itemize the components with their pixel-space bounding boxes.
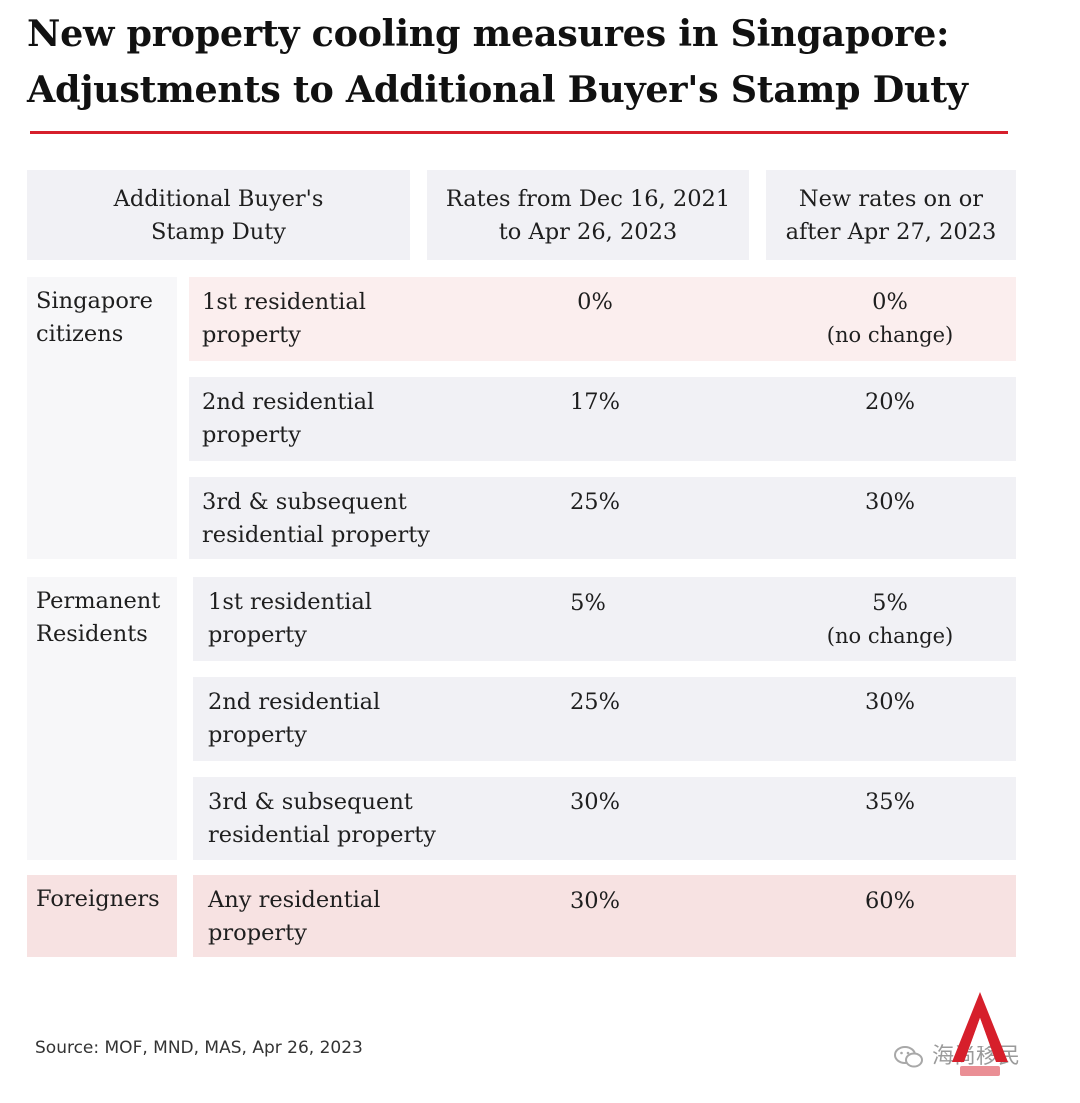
title-divider bbox=[30, 131, 1008, 134]
header-duty-line1: Additional Buyer's bbox=[113, 186, 324, 212]
row-label-line1: 2nd residential bbox=[208, 689, 381, 715]
table-row: 2nd residential property bbox=[193, 677, 1016, 761]
header-cell-new-rates: New rates on or after Apr 27, 2023 bbox=[766, 170, 1016, 260]
group-name-line1: Singapore bbox=[36, 288, 153, 314]
new-rate-value: 30% bbox=[864, 489, 915, 515]
group-name-line2: Residents bbox=[36, 621, 148, 647]
row-label-line2: residential property bbox=[202, 522, 430, 548]
table-row: 2nd residential property bbox=[189, 377, 1016, 461]
table-row: 1st residential property bbox=[189, 277, 1016, 361]
row-label-line2: property bbox=[208, 920, 307, 946]
new-rate-note: (no change) bbox=[826, 323, 954, 347]
row-label-line1: Any residential bbox=[208, 887, 381, 913]
row-label-line1: 3rd & subsequent bbox=[208, 789, 413, 815]
new-rate: 0% bbox=[872, 289, 908, 315]
row-label-line1: 3rd & subsequent bbox=[202, 489, 407, 515]
new-rate-value: 5% (no change) bbox=[790, 587, 990, 653]
row-label-line1: 2nd residential bbox=[202, 389, 375, 415]
new-rate-value: 60% bbox=[864, 888, 915, 914]
title-line-1: New property cooling measures in Singapo… bbox=[27, 12, 950, 55]
row-label-line2: property bbox=[208, 622, 307, 648]
old-rate-value: 30% bbox=[569, 789, 620, 815]
table-row: 3rd & subsequent residential property bbox=[189, 477, 1016, 559]
header-duty-line2: Stamp Duty bbox=[150, 219, 287, 245]
row-label-line2: property bbox=[202, 322, 301, 348]
source-note: Source: MOF, MND, MAS, Apr 26, 2023 bbox=[35, 1038, 363, 1058]
table-row: 1st residential property bbox=[193, 577, 1016, 661]
old-rate-value: 17% bbox=[569, 389, 620, 415]
group-name-line1: Foreigners bbox=[36, 886, 160, 912]
row-label-line1: 1st residential bbox=[202, 289, 366, 315]
new-rate-note: (no change) bbox=[826, 624, 954, 648]
wechat-icon bbox=[894, 1046, 923, 1068]
group-foreigners: Foreigners bbox=[27, 875, 177, 957]
new-rate: 5% bbox=[872, 590, 908, 616]
group-permanent-residents: Permanent Residents bbox=[27, 577, 177, 860]
old-rate-value: 25% bbox=[569, 489, 620, 515]
header-old-line2: to Apr 26, 2023 bbox=[498, 219, 678, 245]
header-new-line2: after Apr 27, 2023 bbox=[785, 219, 997, 245]
group-name-line2: citizens bbox=[36, 321, 124, 347]
old-rate-value: 5% bbox=[570, 590, 606, 616]
table-row: 3rd & subsequent residential property bbox=[193, 777, 1016, 860]
header-new-line1: New rates on or bbox=[798, 186, 984, 212]
header-old-line1: Rates from Dec 16, 2021 bbox=[445, 186, 731, 212]
old-rate-value: 0% bbox=[577, 289, 613, 315]
new-rate-value: 35% bbox=[864, 789, 915, 815]
group-singapore-citizens: Singapore citizens bbox=[27, 277, 177, 559]
row-label-line1: 1st residential bbox=[208, 589, 372, 615]
new-rate-value: 0% (no change) bbox=[790, 286, 990, 352]
new-rate-value: 30% bbox=[864, 689, 915, 715]
row-label-line2: residential property bbox=[208, 822, 436, 848]
new-rate-value: 20% bbox=[864, 389, 915, 415]
table-row: Any residential property bbox=[193, 875, 1016, 957]
row-label-line2: property bbox=[202, 422, 301, 448]
chart-title: New property cooling measures in Singapo… bbox=[27, 6, 1057, 118]
group-name-line1: Permanent bbox=[36, 588, 161, 614]
header-cell-old-rates: Rates from Dec 16, 2021 to Apr 26, 2023 bbox=[427, 170, 749, 260]
row-label-line2: property bbox=[208, 722, 307, 748]
old-rate-value: 25% bbox=[569, 689, 620, 715]
old-rate-value: 30% bbox=[569, 888, 620, 914]
title-line-2: Adjustments to Additional Buyer's Stamp … bbox=[27, 68, 968, 111]
cna-logo-icon bbox=[952, 992, 1008, 1076]
header-cell-duty: Additional Buyer's Stamp Duty bbox=[27, 170, 410, 260]
